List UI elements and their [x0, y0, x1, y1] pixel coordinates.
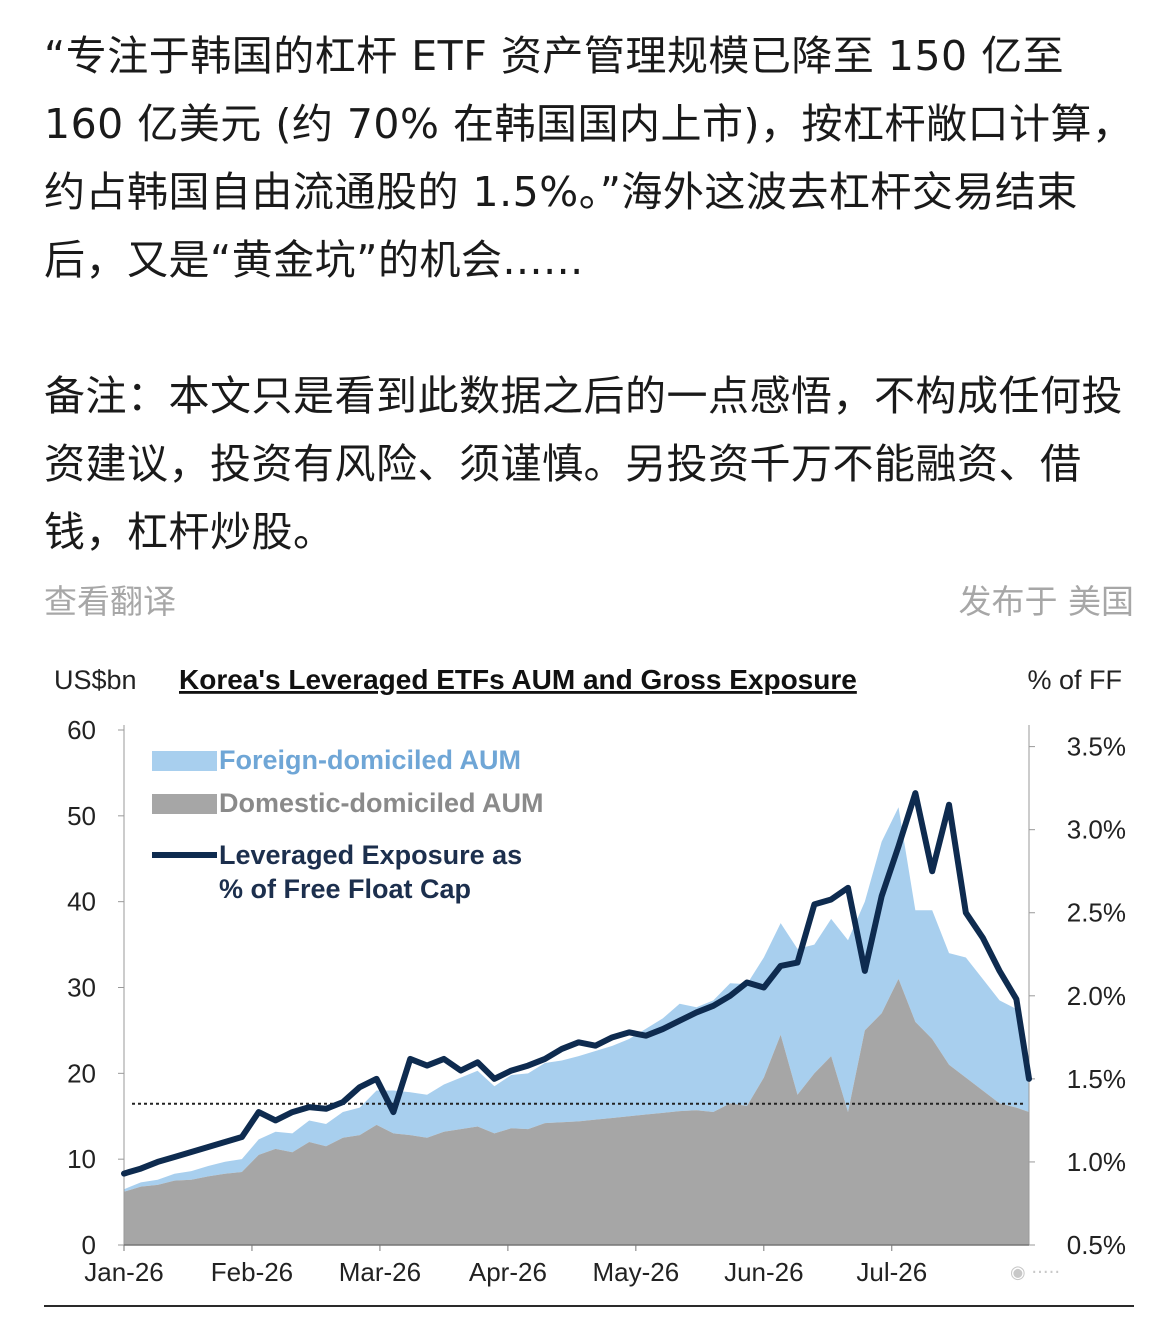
- x-tick-label: Feb-26: [211, 1257, 293, 1287]
- paragraph-gap: [44, 294, 1139, 362]
- domestic-aum-area: [124, 978, 1029, 1245]
- right-tick-label: 1.0%: [1067, 1147, 1126, 1177]
- right-tick-label: 2.5%: [1067, 898, 1126, 928]
- post-meta-row: 查看翻译 发布于 美国: [44, 575, 1134, 625]
- chart-bottom-rule: [44, 1305, 1134, 1307]
- left-tick-label: 40: [67, 887, 96, 917]
- post-paragraph-2: 备注：本文只是看到此数据之后的一点感悟，不构成任何投资建议，投资有风险、须谨慎。…: [44, 372, 1123, 556]
- left-tick-label: 10: [67, 1144, 96, 1174]
- x-tick-label: Mar-26: [339, 1257, 421, 1287]
- right-tick-label: 2.0%: [1067, 981, 1126, 1011]
- legend-label-line2: % of Free Float Cap: [219, 874, 471, 904]
- view-translation-link[interactable]: 查看翻译: [44, 582, 176, 621]
- x-tick-label: Apr-26: [469, 1257, 547, 1287]
- x-tick-label: May-26: [592, 1257, 679, 1287]
- post-paragraph-1: “专注于韩国的杠杆 ETF 资产管理规模已降至 150 亿至 160 亿美元 (…: [44, 32, 1134, 284]
- plot-area: 0 10 20 30 40 50 60 0.5% 1.0% 1.5% 2.0% 2.5% 3.0% 3.5…: [67, 715, 1126, 1287]
- legend-label: Leveraged Exposure as: [219, 840, 522, 870]
- right-tick-label: 0.5%: [1067, 1230, 1126, 1260]
- exposure-line: [121, 790, 1032, 1177]
- right-tick-label: 3.5%: [1067, 732, 1126, 762]
- left-tick-label: 60: [67, 715, 96, 745]
- legend-swatch: [152, 751, 217, 771]
- right-axis-label: % of FF: [1027, 665, 1122, 695]
- left-tick-label: 0: [82, 1230, 96, 1260]
- right-tick-label: 3.0%: [1067, 815, 1126, 845]
- left-axis-label: US$bn: [54, 665, 137, 695]
- x-tick-label: Jan-26: [84, 1257, 164, 1287]
- left-tick-label: 30: [67, 973, 96, 1003]
- legend-label: Domestic-domiciled AUM: [219, 788, 544, 818]
- leveraged-etf-chart: US$bn Korea's Leveraged ETFs AUM and Gro…: [44, 645, 1134, 1310]
- legend-label: Foreign-domiciled AUM: [219, 745, 521, 775]
- chart-title: Korea's Leveraged ETFs AUM and Gross Exp…: [179, 664, 857, 695]
- foreign-aum-area: [124, 807, 1029, 1192]
- left-tick-label: 20: [67, 1058, 96, 1088]
- post-body: “专注于韩国的杠杆 ETF 资产管理规模已降至 150 亿至 160 亿美元 (…: [44, 22, 1139, 566]
- post-location-label: 发布于 美国: [958, 582, 1135, 621]
- x-tick-label: Jul-26: [856, 1257, 927, 1287]
- x-tick-label: Jun-26: [724, 1257, 804, 1287]
- weibo-watermark: ◉ ·····: [1010, 1262, 1061, 1283]
- left-tick-label: 50: [67, 801, 96, 831]
- chart-image[interactable]: US$bn Korea's Leveraged ETFs AUM and Gro…: [44, 645, 1134, 1310]
- right-tick-label: 1.5%: [1067, 1064, 1126, 1094]
- legend-swatch: [152, 794, 217, 814]
